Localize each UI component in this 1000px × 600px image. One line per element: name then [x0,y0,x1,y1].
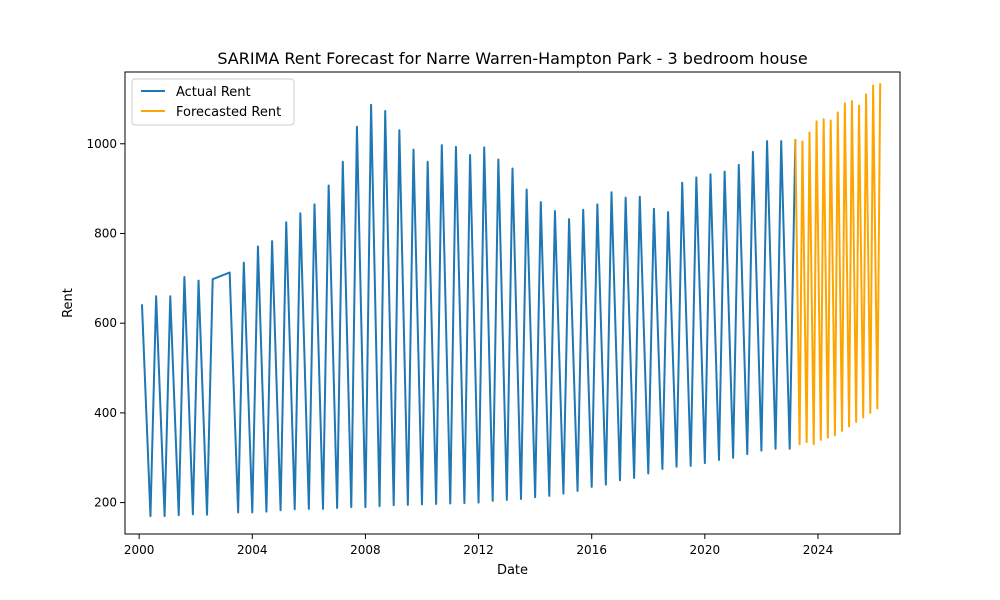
x-tick-label: 2020 [690,543,721,557]
x-tick-label: 2016 [576,543,607,557]
series-layer [140,83,882,518]
y-tick-label: 600 [94,316,117,330]
y-axis-label: Rent [61,288,76,318]
x-tick-label: 2004 [237,543,268,557]
x-tick-label: 2012 [463,543,494,557]
x-axis-ticks: 2000 2004 2008 2012 2016 2020 2024 [124,534,833,557]
x-tick-label: 2008 [350,543,381,557]
y-tick-label: 400 [94,406,117,420]
legend-label-actual-rent: Actual Rent [176,85,251,100]
legend: Actual Rent Forecasted Rent [131,78,295,126]
y-tick-label: 200 [94,496,117,510]
series-line-actual-rent [140,103,797,518]
y-axis-ticks: 200 400 600 800 1000 [86,137,125,510]
y-tick-label: 1000 [86,137,117,151]
x-tick-label: 2024 [803,543,834,557]
legend-label-forecasted-rent: Forecasted Rent [176,105,281,120]
series-line-forecasted-rent [794,83,882,446]
plot-frame [124,71,901,535]
x-tick-label: 2000 [124,543,155,557]
y-tick-label: 800 [94,226,117,240]
x-axis-label: Date [497,563,528,578]
chart-title: SARIMA Rent Forecast for Narre Warren-Ha… [217,49,807,68]
legend-box [131,78,295,126]
